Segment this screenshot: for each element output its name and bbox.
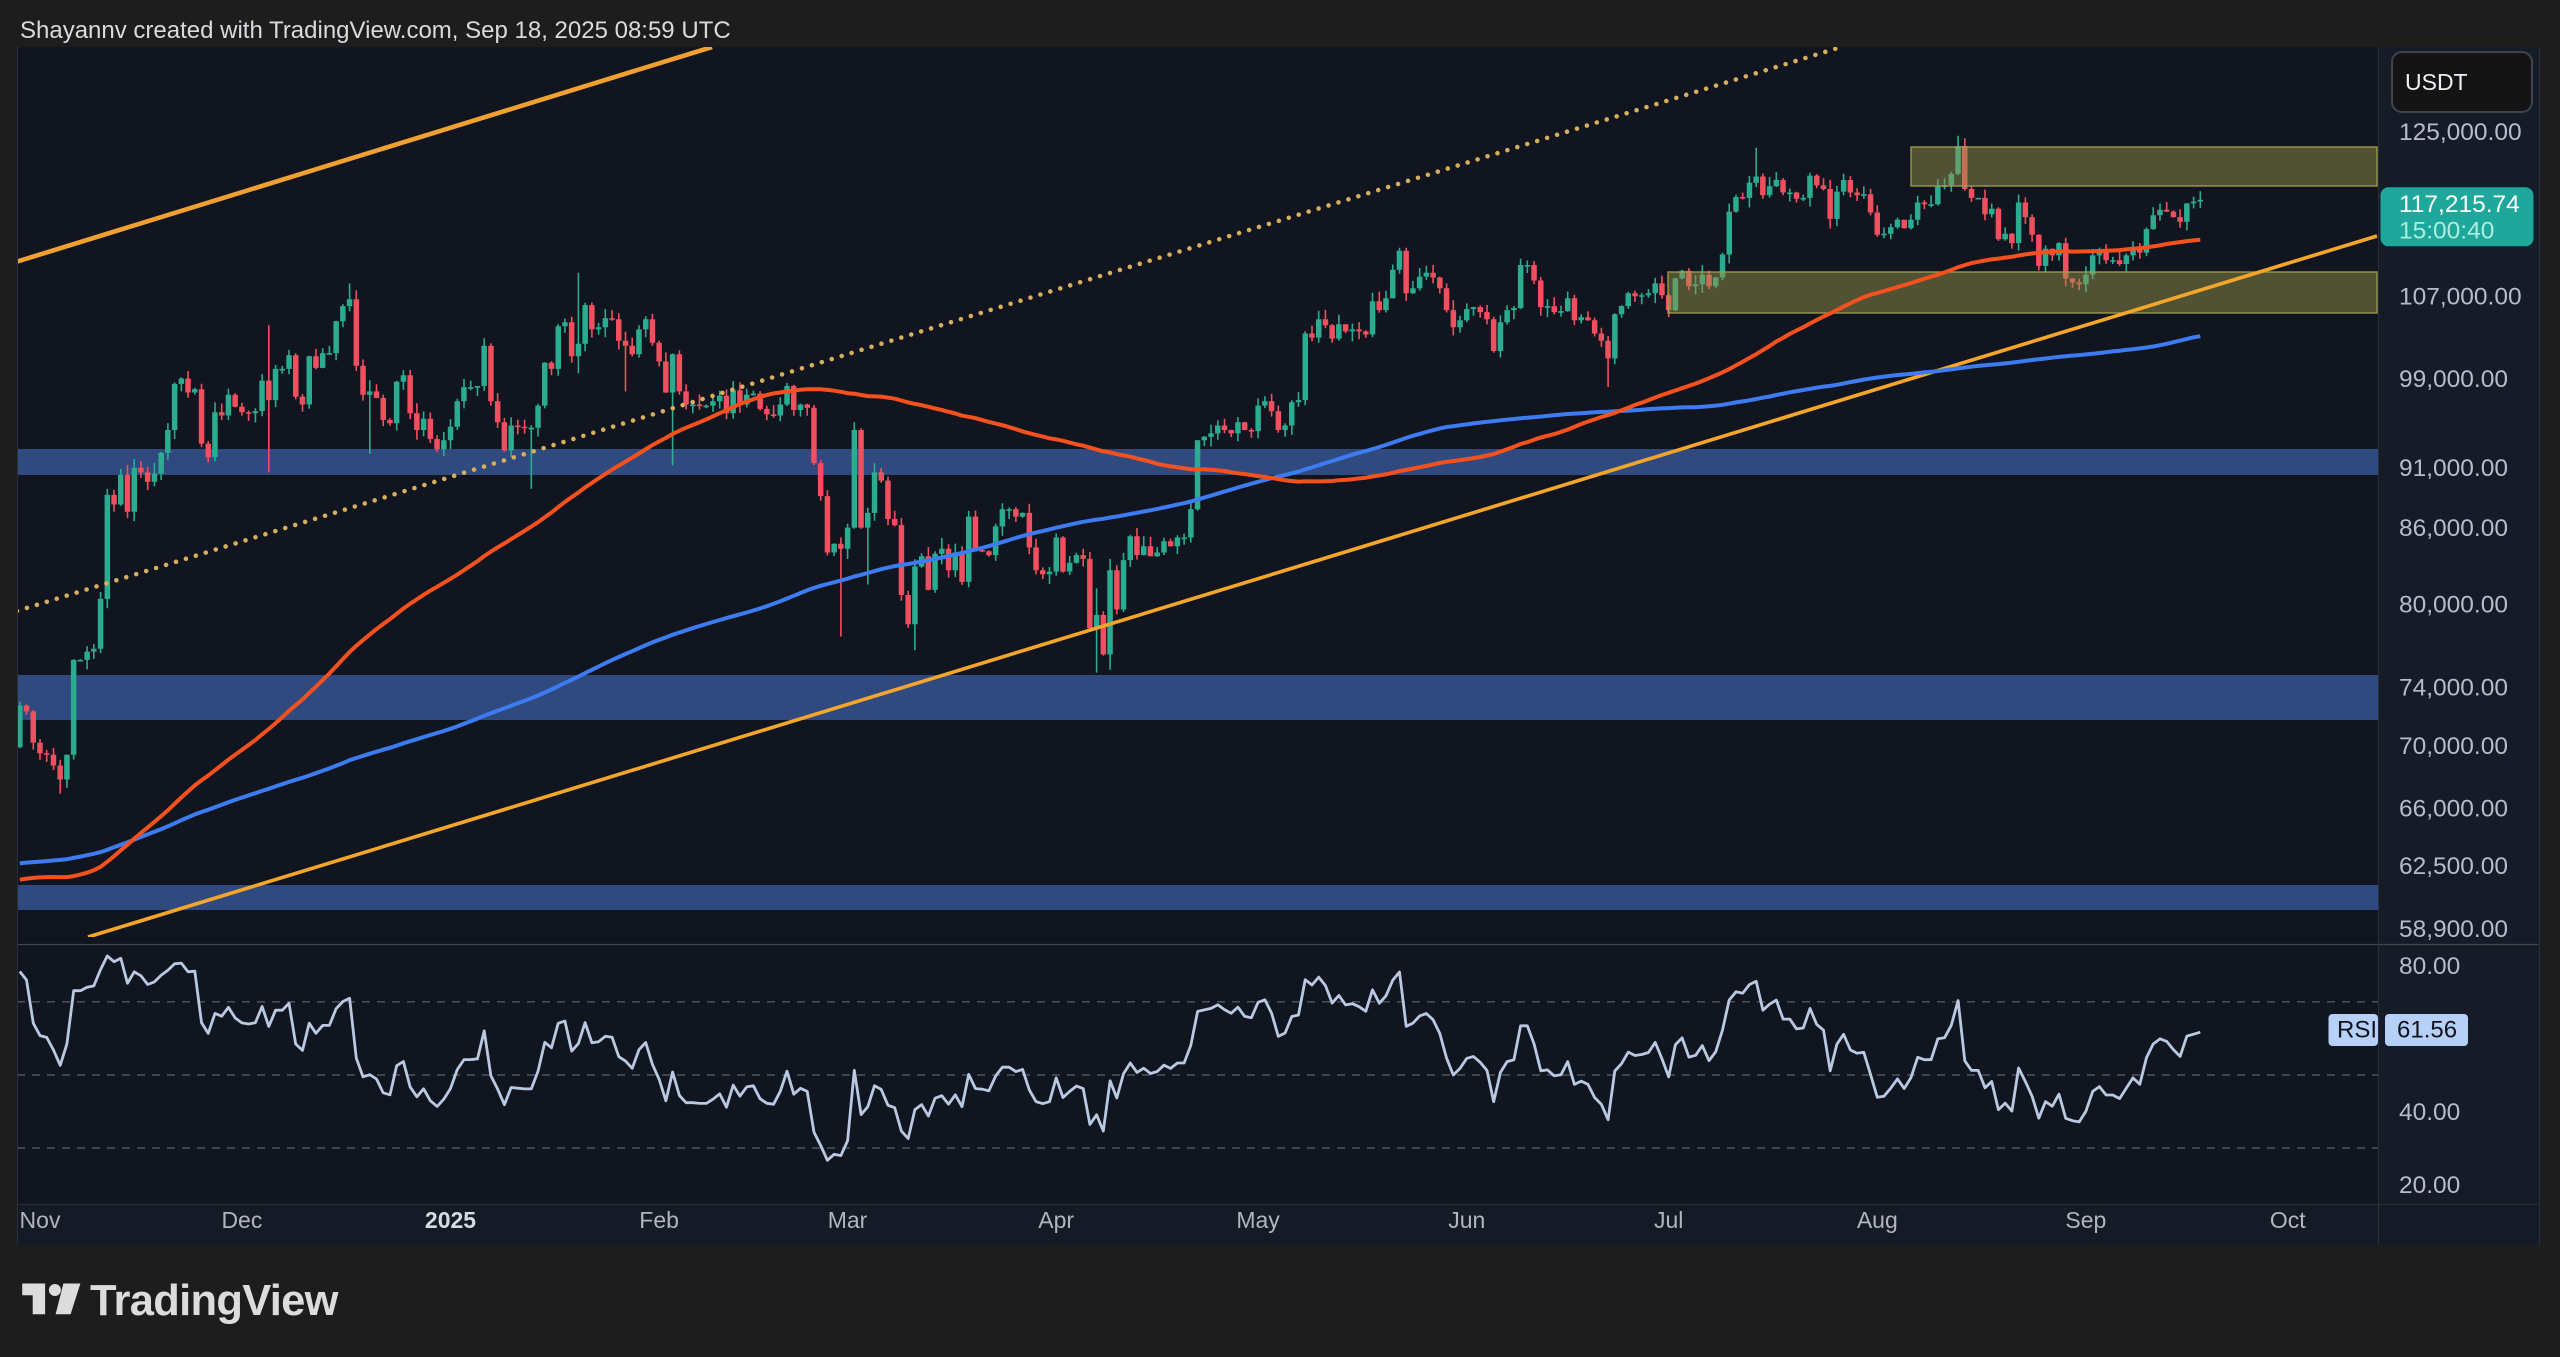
svg-text:USDT: USDT: [2405, 69, 2468, 95]
svg-text:15:00:40: 15:00:40: [2399, 218, 2494, 245]
svg-text:Apr: Apr: [1038, 1207, 1074, 1233]
svg-text:Aug: Aug: [1857, 1207, 1898, 1233]
svg-text:91,000.00: 91,000.00: [2399, 455, 2508, 482]
svg-text:62,500.00: 62,500.00: [2399, 853, 2508, 880]
svg-text:Mar: Mar: [828, 1207, 868, 1233]
svg-text:70,000.00: 70,000.00: [2399, 733, 2508, 760]
svg-text:2025: 2025: [425, 1207, 476, 1233]
svg-text:Shayannv created with TradingV: Shayannv created with TradingView.com, S…: [20, 17, 731, 44]
svg-text:Jun: Jun: [1448, 1207, 1485, 1233]
svg-text:58,900.00: 58,900.00: [2399, 916, 2508, 943]
svg-text:117,215.74: 117,215.74: [2399, 191, 2520, 218]
svg-text:20.00: 20.00: [2399, 1172, 2460, 1199]
svg-text:May: May: [1236, 1207, 1280, 1233]
svg-text:Oct: Oct: [2270, 1207, 2306, 1233]
svg-text:Dec: Dec: [221, 1207, 262, 1233]
svg-text:99,000.00: 99,000.00: [2399, 366, 2508, 393]
svg-text:80.00: 80.00: [2399, 953, 2460, 980]
svg-text:107,000.00: 107,000.00: [2399, 284, 2522, 311]
svg-text:86,000.00: 86,000.00: [2399, 515, 2508, 542]
svg-text:Nov: Nov: [20, 1207, 61, 1233]
svg-text:74,000.00: 74,000.00: [2399, 674, 2508, 701]
svg-text:125,000.00: 125,000.00: [2399, 119, 2522, 146]
svg-text:80,000.00: 80,000.00: [2399, 592, 2508, 619]
svg-text:Sep: Sep: [2065, 1207, 2106, 1233]
svg-text:Feb: Feb: [639, 1207, 679, 1233]
svg-text:66,000.00: 66,000.00: [2399, 796, 2508, 823]
svg-text:Jul: Jul: [1654, 1207, 1683, 1233]
svg-text:61.56: 61.56: [2397, 1017, 2457, 1044]
svg-text:RSI: RSI: [2337, 1017, 2377, 1044]
svg-text:40.00: 40.00: [2399, 1099, 2460, 1126]
svg-text:TradingView: TradingView: [90, 1277, 339, 1325]
